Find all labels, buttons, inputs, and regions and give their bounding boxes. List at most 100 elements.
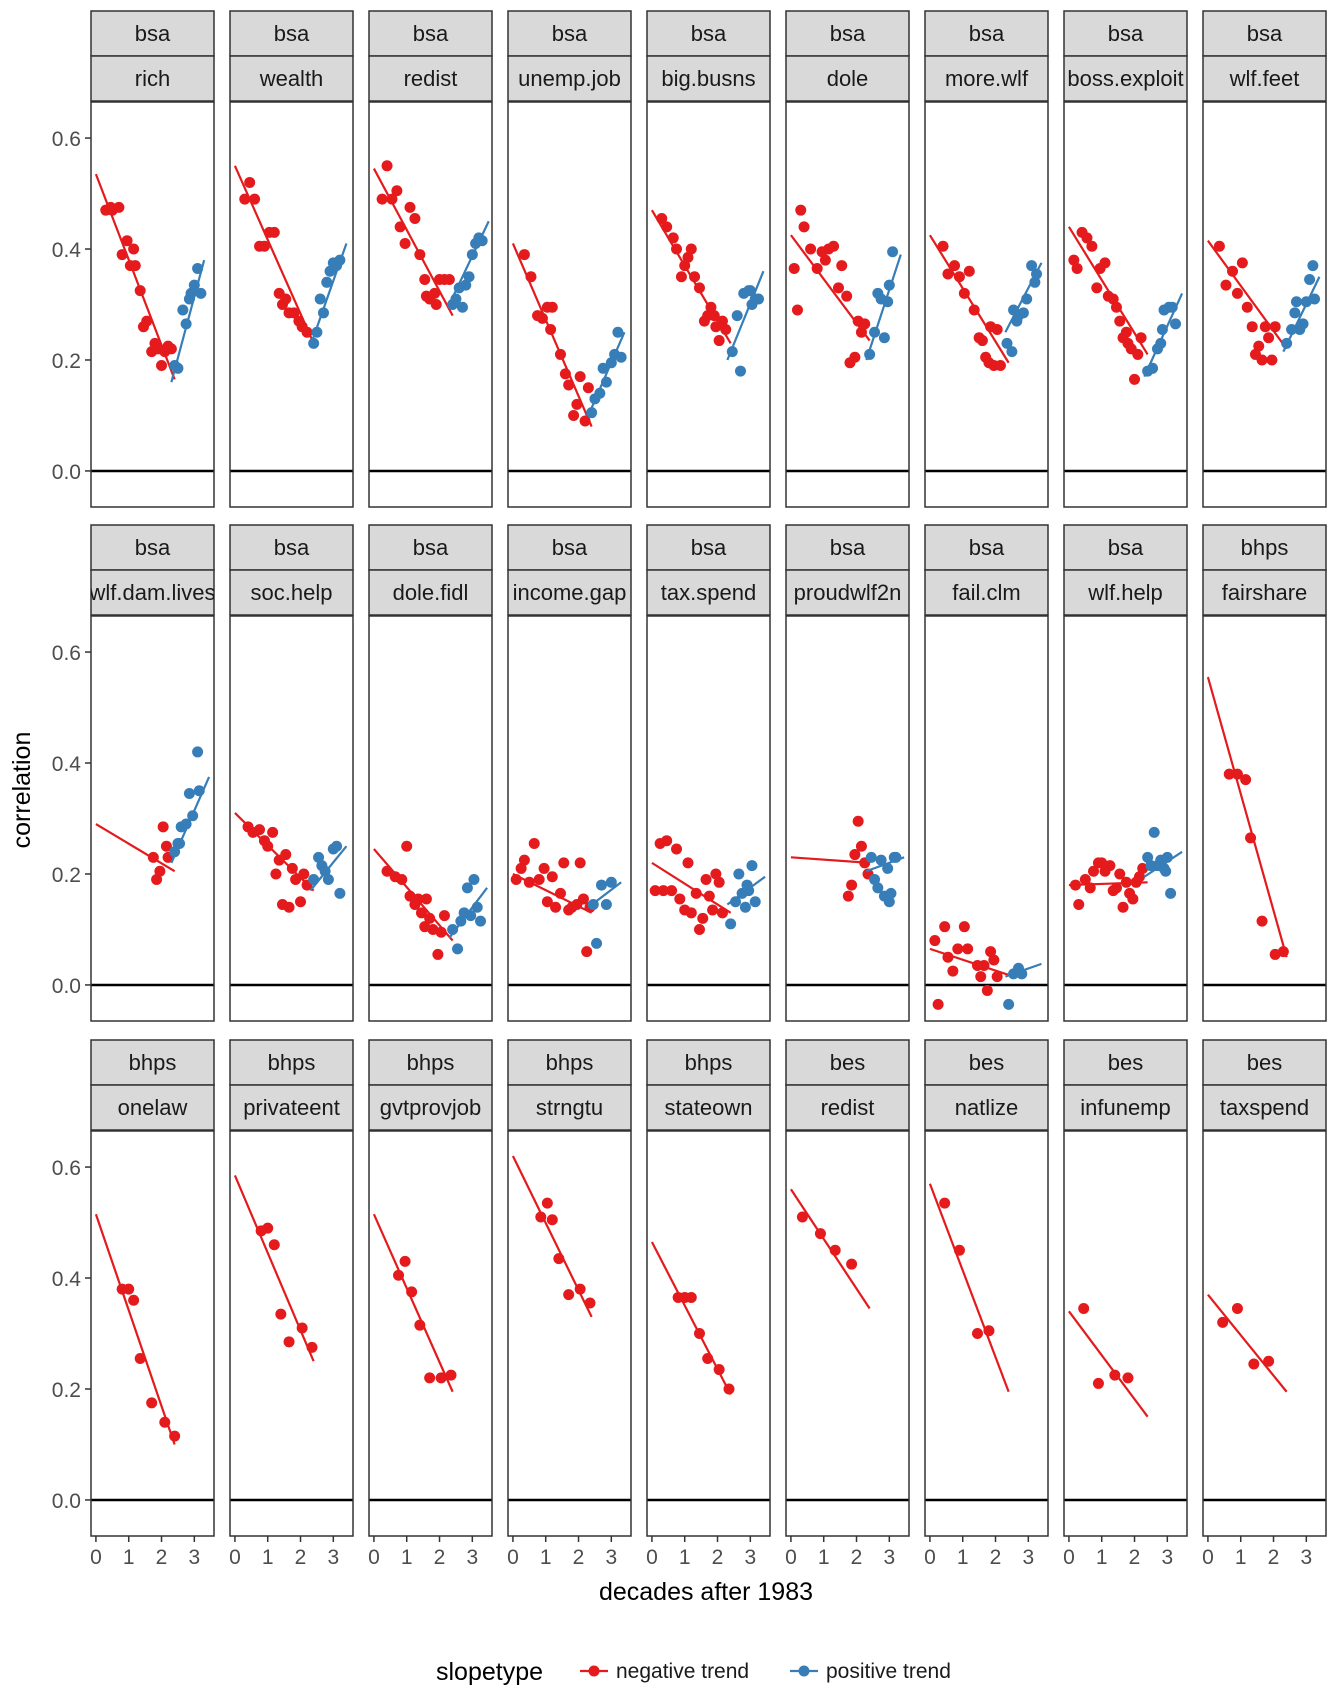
negative-data-point	[703, 890, 715, 902]
negative-data-point	[157, 821, 169, 833]
positive-data-point	[174, 837, 186, 849]
facet-item-label: redist	[404, 66, 458, 91]
plot-marks	[649, 835, 766, 935]
negative-data-point	[1263, 1355, 1275, 1367]
plot-marks	[233, 1174, 318, 1362]
positive-data-point	[734, 365, 746, 377]
facet-strip-source	[646, 1039, 771, 1086]
facet-strip-item	[1063, 569, 1188, 616]
plot-area	[647, 616, 770, 1021]
plot-marks	[94, 173, 207, 383]
negative-data-point	[814, 1228, 826, 1240]
plot-area	[91, 102, 214, 507]
negative-data-point	[685, 907, 697, 919]
y-tick-label: 0.0	[52, 1490, 81, 1513]
facet-panel: bsa dole.fidl	[368, 524, 493, 1022]
positive-data-point	[476, 235, 488, 247]
negative-data-point	[667, 232, 679, 244]
negative-data-point	[720, 323, 732, 335]
positive-data-point	[321, 276, 333, 288]
plot-area	[647, 1131, 770, 1536]
negative-data-point	[700, 874, 712, 886]
negative-data-point	[819, 254, 831, 266]
negative-data-point	[541, 1197, 553, 1209]
negative-data-point	[1109, 1369, 1121, 1381]
negative-data-point	[159, 1416, 171, 1428]
plot-marks	[788, 204, 902, 369]
y-tick-label: 0.2	[52, 1379, 81, 1402]
negative-data-point	[716, 315, 728, 327]
facet-source-label: bhps	[685, 1050, 733, 1075]
negative-data-point	[791, 304, 803, 316]
negative-data-point	[541, 896, 553, 908]
facet-panel: bsa tax.spend	[646, 524, 771, 1022]
positive-data-point	[331, 840, 343, 852]
positive-data-point	[753, 293, 765, 305]
facet-item-label: wlf.dam.lives	[89, 580, 216, 605]
positive-data-point	[313, 851, 325, 863]
negative-data-point	[968, 304, 980, 316]
negative-data-point	[1253, 340, 1265, 352]
legend-key-point	[588, 1665, 600, 1677]
negative-trend-line	[790, 856, 870, 864]
positive-data-point	[1289, 307, 1301, 319]
negative-data-point	[671, 843, 683, 855]
positive-data-point	[456, 301, 468, 313]
positive-data-point	[455, 915, 467, 927]
x-tick-label: 0	[924, 1546, 936, 1569]
plot-marks	[511, 1155, 596, 1318]
facet-panel: bhps onelaw	[90, 1039, 215, 1537]
negative-data-point	[376, 193, 388, 205]
facet-item-label: soc.help	[251, 580, 333, 605]
facet-source-label: bhps	[129, 1050, 177, 1075]
negative-data-point	[707, 904, 719, 916]
plot-marks	[234, 812, 348, 913]
negative-data-point	[1079, 874, 1091, 886]
negative-data-point	[859, 318, 871, 330]
positive-data-point	[594, 387, 606, 399]
x-tick-label: 0	[507, 1546, 519, 1569]
positive-data-point	[195, 287, 207, 299]
facet-strip-source	[368, 10, 493, 57]
negative-data-point	[1092, 1377, 1104, 1389]
negative-data-point	[1231, 287, 1243, 299]
negative-data-point	[406, 1286, 418, 1298]
x-tick-label: 1	[123, 1546, 135, 1569]
negative-data-point	[939, 1197, 951, 1209]
positive-data-point	[334, 887, 346, 899]
facet-strip-item	[229, 1084, 354, 1131]
plot-marks	[95, 746, 211, 886]
negative-data-point	[396, 874, 408, 886]
negative-data-point	[1132, 348, 1144, 360]
negative-data-point	[554, 887, 566, 899]
negative-data-point	[283, 901, 295, 913]
facet-item-label: natlize	[955, 1095, 1019, 1120]
negative-data-point	[574, 371, 586, 383]
panel-border	[1202, 1130, 1327, 1537]
facet-strip-source	[229, 10, 354, 57]
negative-data-point	[528, 837, 540, 849]
negative-data-point	[536, 312, 548, 324]
positive-data-point	[1001, 337, 1013, 349]
facet-item-label: proudwlf2n	[794, 580, 902, 605]
negative-data-point	[685, 243, 697, 255]
y-tick-label: 0.6	[52, 128, 81, 151]
facet-panel: bes redist	[785, 1039, 910, 1537]
facet-source-label: bsa	[552, 21, 588, 46]
negative-data-point	[134, 285, 146, 297]
facet-item-label: onelaw	[118, 1095, 188, 1120]
panel-border	[785, 615, 910, 1022]
positive-data-point	[314, 293, 326, 305]
facet-panel: bsa more.wlf	[924, 10, 1049, 508]
negative-data-point	[855, 326, 867, 338]
positive-data-point	[1026, 260, 1038, 272]
positive-data-point	[1155, 337, 1167, 349]
x-tick-label: 1	[262, 1546, 274, 1569]
legend: slopetype negative trend positive trend	[436, 1658, 951, 1686]
x-tick-label: 2	[156, 1546, 168, 1569]
positive-data-point	[615, 351, 627, 363]
legend-key-point	[798, 1665, 810, 1677]
positive-data-point	[1011, 315, 1023, 327]
y-tick-label: 0.0	[52, 461, 81, 484]
positive-data-point	[468, 874, 480, 886]
